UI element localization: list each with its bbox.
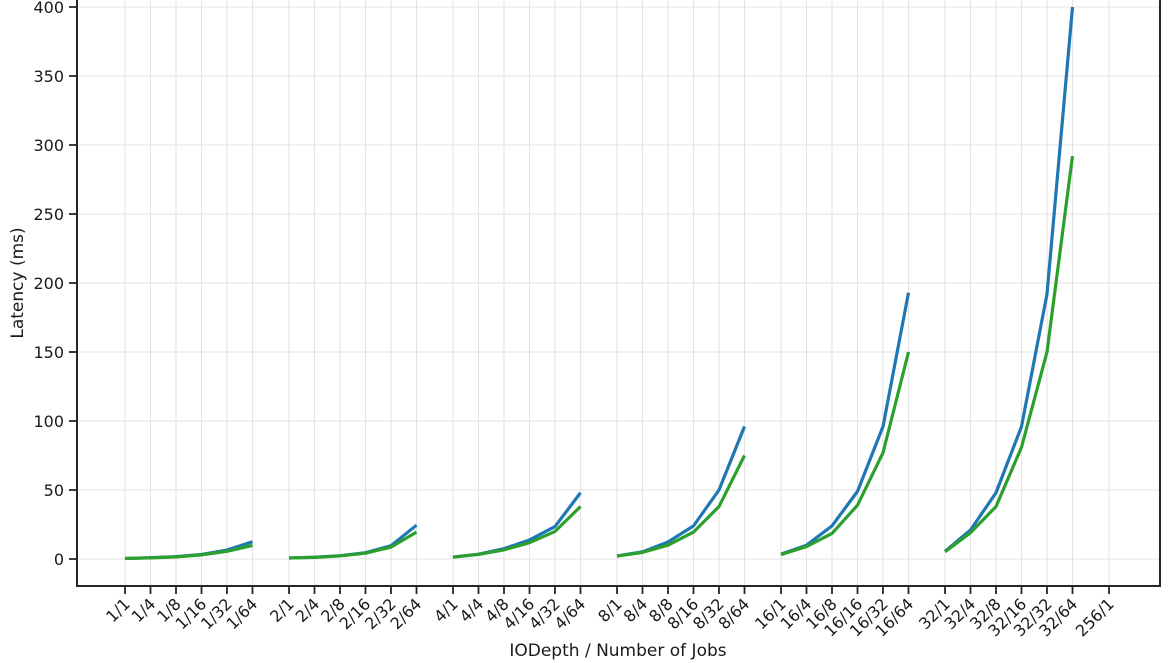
y-tick-label: 250 bbox=[33, 205, 64, 224]
series-line-blue-iodepth-32 bbox=[943, 6, 1075, 553]
y-tick-label: 200 bbox=[33, 274, 64, 293]
y-tick-label: 100 bbox=[33, 412, 64, 431]
y-tick-label: 150 bbox=[33, 343, 64, 362]
y-axis-label: Latency (ms) bbox=[8, 227, 28, 338]
series-line-green-iodepth-16 bbox=[780, 351, 911, 557]
y-tick-label: 400 bbox=[33, 0, 64, 17]
y-tick-label: 300 bbox=[33, 136, 64, 155]
x-axis-label: IODepth / Number of Jobs bbox=[509, 641, 726, 661]
series-line-green-iodepth-1 bbox=[124, 543, 253, 561]
series-line-green-iodepth-4 bbox=[452, 505, 582, 559]
x-tick-label: 8/64 bbox=[714, 594, 753, 633]
y-tick-label: 0 bbox=[54, 550, 64, 569]
x-tick-label: 256/1 bbox=[1072, 594, 1118, 640]
series-line-green-iodepth-8 bbox=[616, 454, 746, 558]
x-tick-label: 4/64 bbox=[550, 594, 589, 633]
series-line-green-iodepth-2 bbox=[288, 530, 418, 560]
x-tick-label: 1/64 bbox=[222, 594, 261, 633]
y-tick-label: 350 bbox=[33, 67, 64, 86]
x-tick-label: 2/64 bbox=[386, 594, 425, 633]
y-tick-label: 50 bbox=[44, 481, 64, 500]
axes-spines bbox=[76, 0, 1161, 587]
grid-layer bbox=[77, 0, 1160, 586]
series-layer bbox=[124, 6, 1075, 561]
series-line-green-iodepth-32 bbox=[944, 155, 1075, 554]
